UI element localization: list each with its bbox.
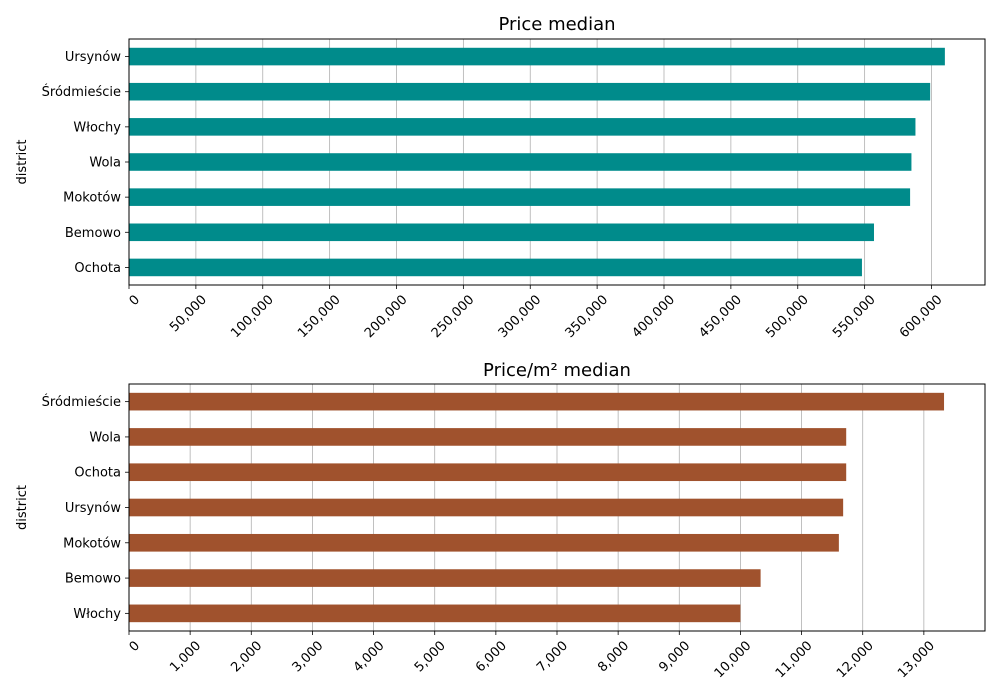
y-axis-label: district — [15, 485, 30, 530]
x-tick-label: 13,000 — [895, 638, 938, 681]
y-tick-label: Śródmieście — [42, 84, 121, 100]
x-tick-label: 350,000 — [563, 292, 612, 341]
x-tick-label: 100,000 — [228, 292, 277, 341]
x-tick-label: 2,000 — [228, 638, 265, 675]
bar — [129, 604, 741, 623]
y-tick-label: Ochota — [74, 466, 121, 481]
bar — [129, 258, 862, 277]
bar — [129, 188, 911, 206]
x-tick-label: 6,000 — [473, 638, 510, 675]
x-tick-label: 0 — [127, 292, 143, 308]
y-tick-label: Ursynów — [65, 501, 122, 516]
x-tick-label: 500,000 — [763, 292, 812, 341]
x-tick-label: 400,000 — [629, 292, 678, 341]
y-tick-label: Bemowo — [65, 572, 121, 587]
bar — [129, 82, 931, 101]
y-tick-label: Ochota — [74, 261, 121, 276]
bar — [129, 428, 847, 446]
bar — [129, 498, 844, 517]
x-tick-label: 7,000 — [534, 638, 571, 675]
x-tick-label: 300,000 — [496, 292, 545, 341]
x-tick-label: 450,000 — [696, 292, 745, 341]
bar — [129, 463, 847, 482]
y-tick-label: Wola — [89, 156, 121, 171]
y-tick-label: Włochy — [73, 120, 121, 135]
x-tick-label: 8,000 — [595, 638, 632, 675]
x-tick-label: 1,000 — [167, 638, 204, 675]
x-tick-label: 10,000 — [712, 638, 755, 681]
y-tick-label: Mokotów — [63, 191, 121, 206]
y-tick-label: Śródmieście — [42, 394, 121, 410]
x-tick-label: 600,000 — [897, 292, 946, 341]
x-tick-label: 9,000 — [656, 638, 693, 675]
x-tick-label: 12,000 — [834, 638, 877, 681]
x-tick-label: 50,000 — [167, 292, 210, 335]
x-tick-label: 200,000 — [362, 292, 411, 341]
y-tick-label: Ursynów — [65, 50, 122, 65]
x-tick-label: 150,000 — [295, 292, 344, 341]
x-tick-label: 250,000 — [429, 292, 478, 341]
y-tick-label: Bemowo — [65, 226, 121, 241]
x-tick-label: 0 — [127, 638, 143, 654]
y-tick-label: Mokotów — [63, 536, 121, 551]
x-tick-label: 11,000 — [773, 638, 816, 681]
x-tick-label: 4,000 — [351, 638, 388, 675]
bar — [129, 47, 945, 66]
x-tick-label: 5,000 — [412, 638, 449, 675]
bar — [129, 533, 839, 552]
chart-price-per-m2-median: Price/m² median Śródmieście Wola Ochota Ursy… — [15, 360, 986, 681]
y-axis-label: district — [15, 140, 30, 185]
y-tick-label: Włochy — [73, 607, 121, 622]
bar — [129, 392, 945, 411]
bar — [129, 569, 761, 587]
y-tick-label: Wola — [89, 430, 121, 445]
bar — [129, 118, 916, 136]
chart-price-median: Price median Ursynów Śródmieście Włochy Wola… — [15, 14, 986, 341]
x-tick-label: 550,000 — [830, 292, 879, 341]
bar — [129, 223, 874, 242]
x-tick-label: 3,000 — [290, 638, 327, 675]
bar — [129, 153, 912, 171]
chart-title: Price/m² median — [483, 360, 631, 381]
plot-frame — [128, 38, 986, 286]
chart-title: Price median — [498, 14, 615, 35]
